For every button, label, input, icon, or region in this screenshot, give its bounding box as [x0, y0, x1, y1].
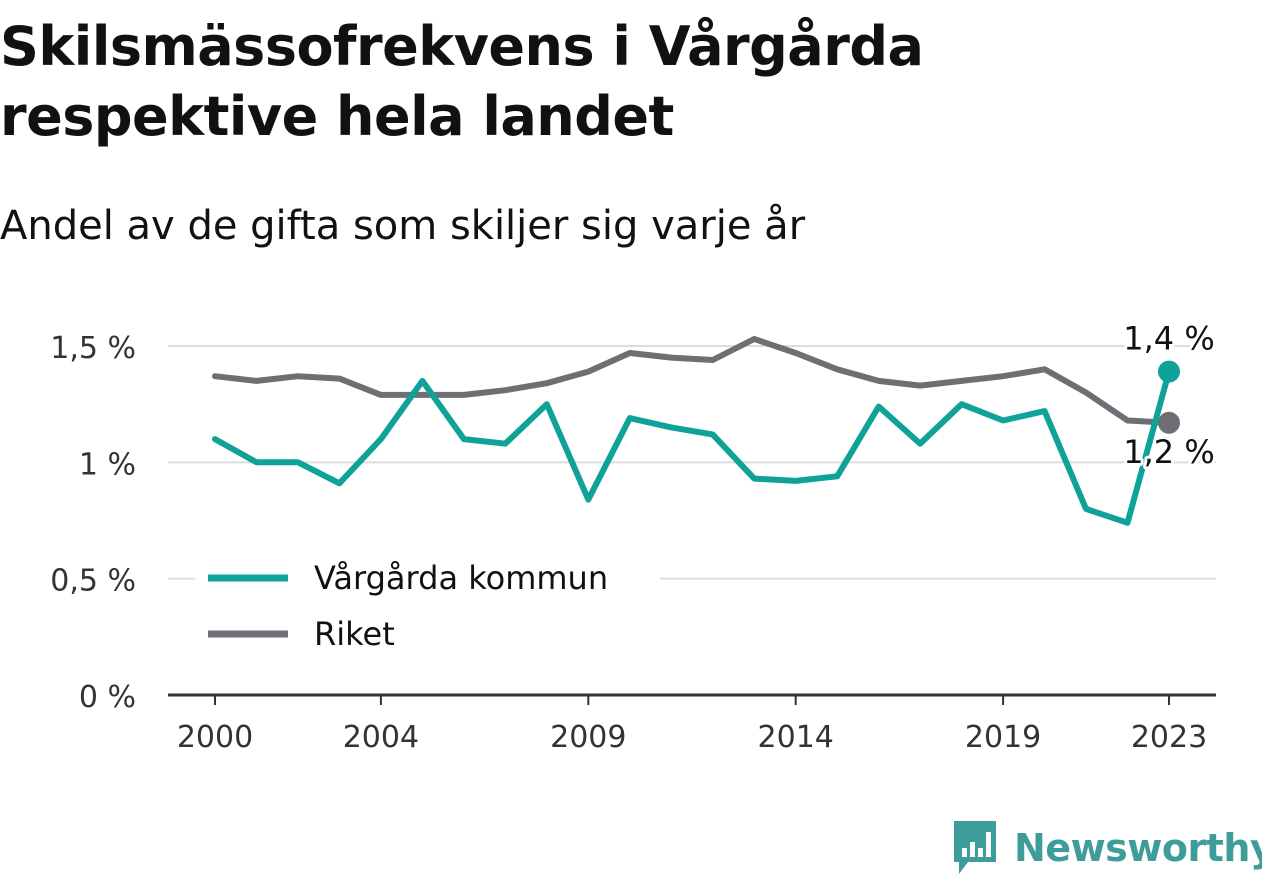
end-value-label: 1,2 %: [1123, 433, 1214, 471]
series-line: [212, 336, 1172, 426]
y-tick-label: 0 %: [79, 680, 136, 715]
bar-chart-bubble-icon: [954, 821, 996, 874]
legend: Vårgårda kommun Riket: [195, 552, 660, 664]
x-axis: 2000 2004 2009 2014 2019 2023: [168, 693, 1216, 755]
chart-subtitle: Andel av de gifta som skiljer sig varje …: [0, 203, 806, 249]
line-chart: 0 % 0,5 % 1 % 1,5 % 2000 2004 2009 2014 2019 202…: [50, 317, 1218, 755]
x-tick-label: 2014: [758, 720, 834, 755]
y-tick-label: 1 %: [79, 447, 136, 482]
grid-lines: [168, 345, 1216, 580]
x-tick-label: 2000: [177, 720, 253, 755]
x-tick-label: 2009: [550, 720, 626, 755]
series-end-marker: [1158, 360, 1180, 383]
end-value-label: 1,4 %: [1123, 320, 1214, 358]
x-tick-label: 2023: [1131, 720, 1207, 755]
y-tick-label: 0,5 %: [50, 564, 136, 599]
y-tick-label: 1,5 %: [50, 331, 136, 366]
legend-background: [195, 552, 660, 664]
x-tick-label: 2004: [343, 720, 419, 755]
series-end-marker: [1158, 411, 1180, 434]
x-tick-label: 2019: [965, 720, 1041, 755]
end-labels: 1,4 % 1,2 %: [1120, 317, 1217, 474]
brand-name: Newsworthy: [1014, 826, 1262, 870]
series-line: [212, 368, 1172, 526]
y-axis-labels: 0 % 0,5 % 1 % 1,5 %: [50, 331, 136, 715]
series-lines: [212, 336, 1180, 526]
chart-title: Skilsmässofrekvens i Vårgårda respektive…: [0, 15, 924, 148]
newsworthy-logo: Newsworthy: [950, 818, 1262, 878]
legend-label: Riket: [314, 615, 395, 653]
legend-label: Vårgårda kommun: [314, 559, 608, 597]
